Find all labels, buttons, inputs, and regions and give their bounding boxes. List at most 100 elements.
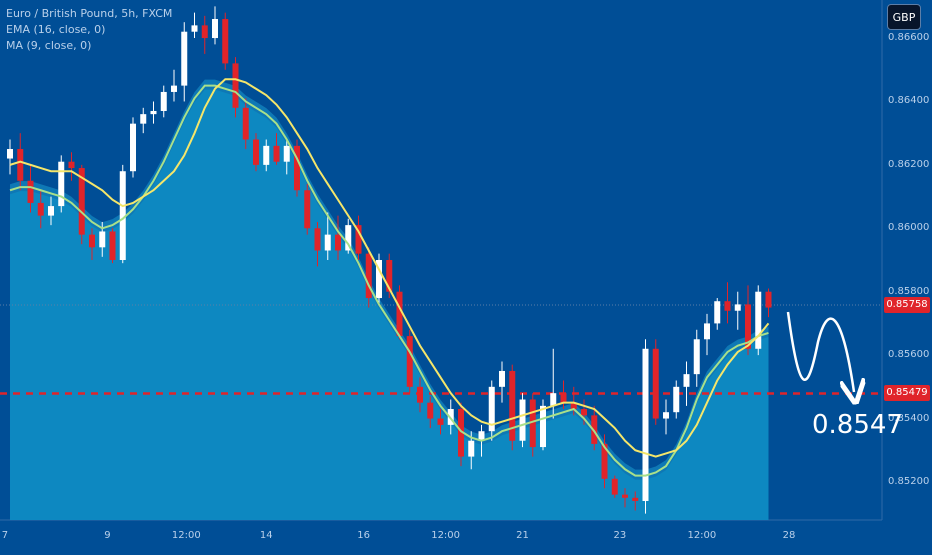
candle	[734, 304, 741, 311]
indicator-lines	[9, 78, 770, 477]
x-tick-label: 12:00	[431, 530, 461, 541]
candle	[294, 145, 300, 191]
candle	[611, 478, 618, 495]
projection-arrow	[786, 311, 854, 392]
legend-ema: EMA (16, close, 0)	[6, 23, 106, 36]
y-tick-label: 0.85200	[888, 475, 930, 487]
candle	[519, 399, 526, 441]
candle	[704, 323, 710, 340]
candle	[714, 301, 721, 324]
candle	[48, 206, 54, 216]
candle	[376, 260, 382, 299]
y-tick-label: 0.86600	[888, 32, 930, 44]
candle	[222, 19, 229, 64]
candle	[642, 348, 649, 501]
candle	[109, 231, 116, 260]
candle	[283, 145, 290, 162]
x-tick-label: 12:00	[687, 530, 717, 541]
y-tick-label: 0.85600	[888, 349, 930, 361]
candle	[181, 31, 188, 86]
current-price-tag: 0.85758	[884, 297, 930, 314]
x-tick-label: 23	[613, 530, 627, 541]
legend-symbol: Euro / British Pound, 5h, FXCM	[6, 7, 173, 20]
candle	[663, 412, 669, 419]
candle	[560, 393, 567, 403]
candle	[68, 161, 75, 169]
candle	[212, 19, 218, 39]
candle	[601, 443, 608, 479]
candle	[673, 386, 680, 413]
candle	[581, 409, 587, 416]
candle	[417, 386, 423, 403]
y-tick-label: 0.85400	[888, 412, 930, 424]
ma-area	[10, 79, 769, 521]
candle	[622, 494, 628, 498]
y-tick-label: 0.86400	[888, 95, 930, 107]
candle	[468, 440, 475, 457]
candle	[365, 253, 372, 299]
candle	[263, 145, 270, 165]
candle	[478, 431, 485, 441]
level-price-tag: 0.85479	[884, 385, 930, 402]
candle	[324, 234, 331, 251]
candle	[232, 63, 239, 108]
candle	[150, 110, 157, 115]
candle	[396, 291, 403, 337]
chart-legend: Euro / British Pound, 5h, FXCM EMA (16, …	[6, 6, 172, 54]
candle	[355, 225, 362, 254]
candle	[130, 123, 136, 172]
candles	[7, 6, 772, 514]
candle	[632, 497, 639, 501]
ma-line	[9, 84, 769, 477]
candle	[550, 393, 557, 406]
x-tick-label: 21	[516, 530, 529, 541]
target-price-label: 0.8547	[812, 410, 903, 440]
candle	[191, 25, 198, 32]
candle	[406, 336, 413, 387]
candle	[499, 370, 505, 387]
candle	[509, 370, 516, 441]
x-tick-label: 28	[782, 530, 796, 541]
legend-ma: MA (9, close, 0)	[6, 39, 92, 52]
candle	[724, 301, 731, 311]
candle	[253, 139, 259, 165]
candle	[37, 202, 44, 216]
annotation-arrow	[786, 311, 854, 392]
candle	[99, 231, 106, 248]
candle	[652, 348, 659, 419]
candle	[755, 291, 762, 349]
candle	[140, 114, 147, 124]
x-tick-label: 7	[1, 530, 9, 541]
candle	[540, 405, 546, 448]
candle	[693, 339, 700, 375]
candle	[7, 149, 13, 159]
candle	[314, 228, 321, 251]
candle	[488, 386, 495, 432]
candle	[529, 399, 536, 448]
ma-area-fill	[10, 89, 769, 521]
candle	[765, 291, 772, 308]
candle	[683, 374, 690, 387]
candle	[201, 25, 208, 39]
currency-button[interactable]: GBP	[887, 4, 921, 30]
candle	[160, 91, 167, 111]
candle	[171, 85, 177, 92]
candle	[427, 402, 434, 419]
candle	[437, 418, 444, 425]
ema-line	[9, 78, 770, 458]
candle	[78, 168, 85, 235]
candle	[745, 304, 751, 349]
candle	[304, 190, 311, 229]
candle	[58, 161, 65, 207]
y-tick-label: 0.86200	[888, 158, 930, 170]
candle	[386, 260, 393, 292]
x-tick-label: 12:00	[171, 530, 201, 541]
candle	[27, 180, 34, 203]
x-tick-label: 14	[259, 530, 273, 541]
candle	[345, 225, 352, 251]
y-tick-label: 0.85800	[888, 285, 930, 297]
x-tick-label: 9	[104, 530, 111, 541]
candle	[119, 171, 126, 260]
